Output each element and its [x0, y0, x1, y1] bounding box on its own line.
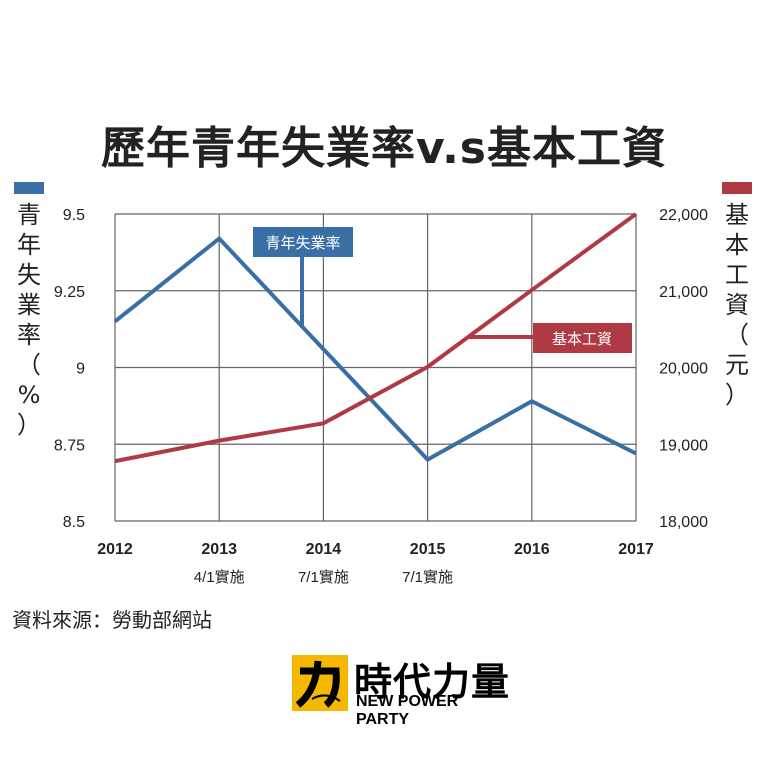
party-logo: 時代力量 NEW POWER PARTY: [292, 655, 512, 728]
right-tick-label: 22,000: [659, 207, 708, 224]
right-tick-label: 19,000: [659, 437, 708, 454]
line-chart: 9.5 22,000 9.25 21,000 9 20,000 8.75 19,000 8.5 1…: [54, 207, 708, 586]
chart-title: 歷年青年失業率v.s基本工資: [101, 123, 667, 174]
x-tick-label: 2014: [306, 541, 342, 558]
right-axis-title: 基本工資（元）: [722, 200, 752, 410]
axis-title-char: 業: [17, 291, 41, 319]
axis-title-char: （: [725, 321, 749, 349]
left-tick-label: 8.75: [54, 437, 85, 454]
left-tick-label: 9.5: [63, 207, 85, 224]
logo-cn: 時代力量: [354, 660, 511, 704]
logo-mark-icon: [292, 655, 348, 711]
x-tick-label: 2017: [618, 541, 654, 558]
right-legend-swatch: [722, 182, 752, 194]
logo-en: NEW POWER PARTY: [356, 693, 459, 728]
x-tick-label: 2012: [97, 541, 133, 558]
left-tick-label: 8.5: [63, 514, 85, 531]
axis-title-char: 本: [725, 231, 749, 259]
x-sublabel: 7/1實施: [402, 568, 453, 586]
callout-label-wage: 基本工資: [552, 331, 612, 348]
axis-title-char: %: [17, 381, 41, 409]
axis-title-char: 資: [725, 291, 749, 319]
right-tick-label: 20,000: [659, 361, 708, 378]
callout-label-unemployment: 青年失業率: [265, 235, 340, 252]
axis-title-char: 工: [725, 261, 749, 289]
axis-title-char: 失: [17, 261, 41, 289]
left-legend-swatch: [14, 182, 44, 194]
axis-title-char: 元: [725, 351, 749, 379]
right-tick-label: 18,000: [659, 514, 708, 531]
axis-title-char: 年: [17, 231, 41, 259]
axis-title-char: 基: [725, 201, 749, 229]
axis-title-char: （: [17, 351, 41, 379]
callout-box-wage: [533, 323, 632, 353]
x-tick-label: 2015: [410, 541, 446, 558]
callout-box-unemployment: [253, 227, 353, 257]
right-tick-label: 21,000: [659, 284, 708, 301]
series-line-wage: [114, 212, 638, 464]
axis-title-char: 率: [17, 321, 41, 349]
axis-title-char: ）: [725, 381, 749, 409]
source-note: 資料來源：勞動部網站: [12, 608, 212, 632]
axis-title-char: ）: [17, 411, 41, 439]
x-sublabel: 7/1實施: [298, 568, 349, 586]
left-axis-title: 青年失業率（%）: [14, 200, 44, 440]
axis-title-char: 青: [17, 201, 41, 229]
x-tick-label: 2013: [201, 541, 237, 558]
x-sublabel: 4/1實施: [194, 568, 245, 586]
x-tick-label: 2016: [514, 541, 550, 558]
left-tick-label: 9: [76, 361, 85, 378]
left-tick-label: 9.25: [54, 284, 85, 301]
series-line-unemployment: [113, 235, 637, 463]
